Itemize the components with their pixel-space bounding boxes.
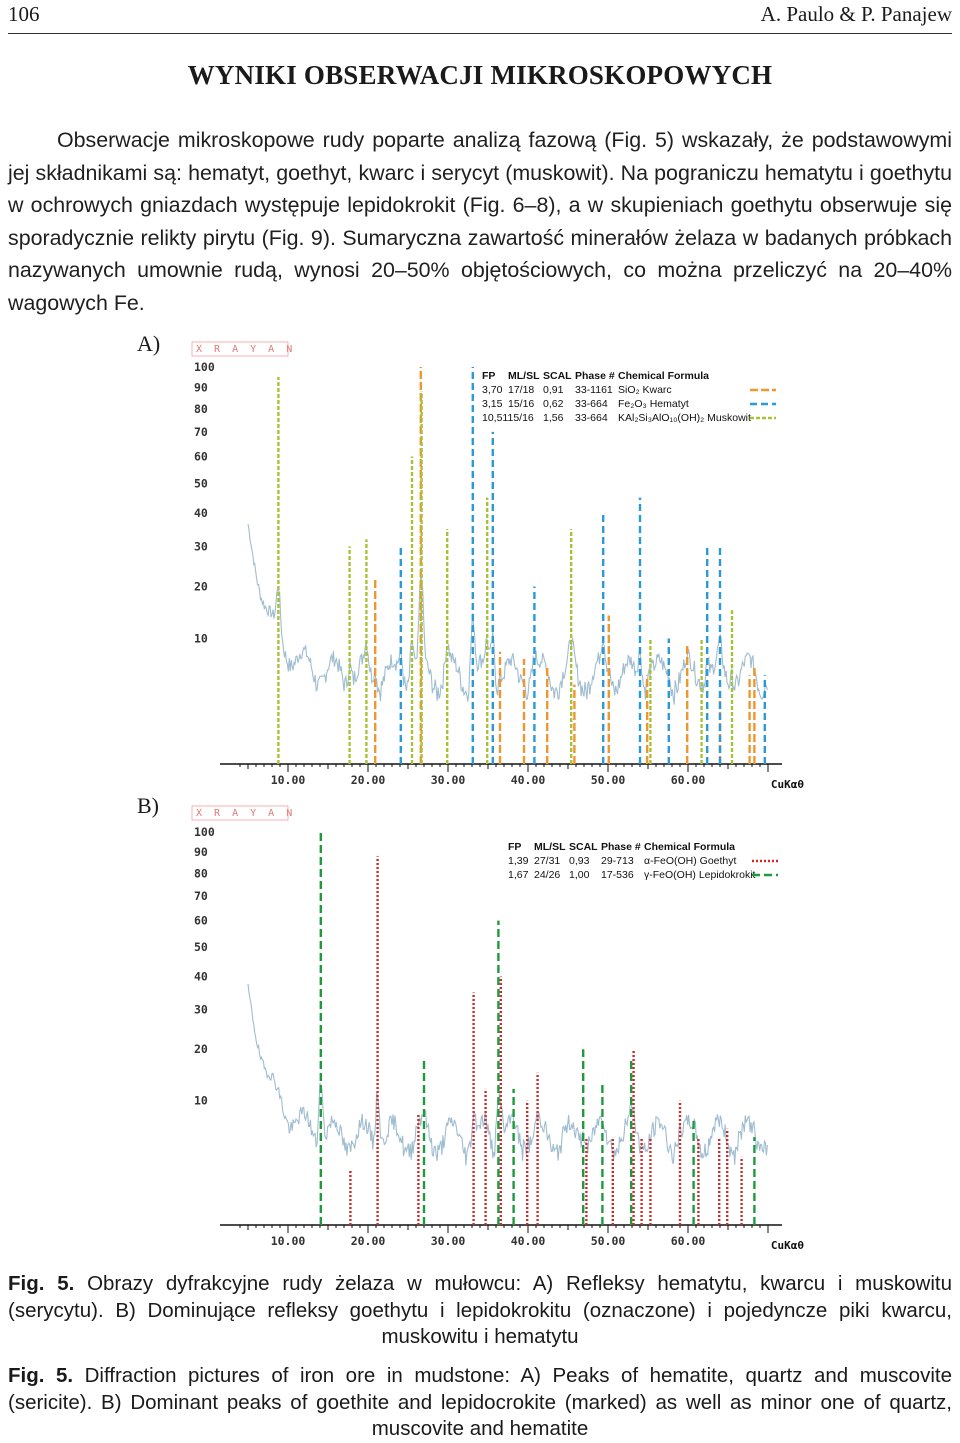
legend-mlsl: 15/16	[508, 398, 534, 410]
x-tick-label: 30.00	[431, 1234, 466, 1248]
legend-fp: 3,70	[482, 384, 503, 396]
y-tick-label: 80	[194, 402, 208, 416]
legend-formula: SiO₂ Kwarc	[618, 384, 672, 396]
legend-formula: Fe₂O₃ Hematyt	[618, 398, 689, 410]
legend-header: ML/SL	[508, 370, 540, 382]
y-tick-label: 60	[194, 914, 208, 928]
y-tick-label: 30	[194, 540, 208, 554]
legend-mlsl: 17/18	[508, 384, 534, 396]
legend-formula: KAl₂Si₃AlO₁₀(OH)₂ Muskowit	[618, 412, 751, 424]
legend-box	[474, 365, 792, 431]
legend-phase: 33-664	[575, 398, 608, 410]
page-number: 106	[8, 2, 40, 26]
legend-fp: 10,5115/16	[482, 412, 534, 424]
section-title: WYNIKI OBSERWACJI MIKROSKOPOWYCH	[187, 60, 773, 90]
legend-header: Phase #	[575, 370, 615, 382]
x-tick-label: 60.00	[671, 773, 706, 787]
legend-mlsl: 27/31	[534, 855, 560, 867]
legend-scal: 0,91	[543, 384, 564, 396]
watermark-text: X R A Y A N	[196, 344, 295, 355]
caption-polish: Fig. 5. Obrazy dyfrakcyjne rudy żelaza w…	[8, 1271, 952, 1351]
legend-header: Chemical Formula	[644, 841, 735, 853]
legend-scal: 1,00	[569, 869, 590, 881]
legend-formula: α-FeO(OH) Goethyt	[644, 855, 737, 867]
y-tick-label: 10	[194, 1094, 208, 1108]
caption-polish-text: Obrazy dyfrakcyjne rudy żelaza w mułowcu…	[8, 1272, 952, 1348]
legend-phase: 29-713	[601, 855, 634, 867]
caption-english-label: Fig. 5.	[8, 1364, 74, 1387]
legend-header: Chemical Formula	[618, 370, 709, 382]
y-tick-label: 40	[194, 969, 208, 983]
y-tick-label: 40	[194, 506, 208, 520]
running-head-authors: A. Paulo & P. Panajew	[760, 2, 952, 26]
caption-polish-label: Fig. 5.	[8, 1272, 75, 1295]
radiation-label: CuKαθ	[771, 1239, 804, 1252]
y-tick-label: 90	[194, 845, 208, 859]
legend-header: Phase #	[601, 841, 641, 853]
xrd-chart-b: X R A Y A N 100 90 80 70 60 50 40 30 20 10 10.00 20.…	[186, 800, 818, 1258]
x-tick-label: 40.00	[511, 1234, 546, 1248]
legend-phase: 17-536	[601, 869, 634, 881]
radiation-label: CuKαθ	[771, 778, 804, 791]
header-rule	[8, 33, 952, 34]
legend-header: FP	[508, 841, 521, 853]
y-tick-label: 70	[194, 425, 208, 439]
body-paragraph: Obserwacje mikroskopowe rudy poparte ana…	[8, 128, 952, 315]
x-tick-label: 30.00	[431, 773, 466, 787]
legend-phase: 33-664	[575, 412, 608, 424]
legend-fp: 3,15	[482, 398, 503, 410]
panel-b-label: B)	[137, 793, 159, 818]
y-tick-label: 60	[194, 449, 208, 463]
legend-formula: γ-FeO(OH) Lepidokrokit	[644, 869, 756, 881]
caption-english: Fig. 5. Diffraction pictures of iron ore…	[8, 1363, 952, 1443]
legend-header: SCAL	[543, 370, 572, 382]
x-tick-label: 20.00	[351, 773, 386, 787]
x-tick-label: 60.00	[671, 1234, 706, 1248]
panel-a-label: A)	[137, 331, 161, 356]
legend-scal: 1,56	[543, 412, 564, 424]
y-tick-label: 20	[194, 579, 208, 593]
watermark-frame	[191, 341, 289, 357]
caption-english-text: Diffraction pictures of iron ore in muds…	[8, 1364, 952, 1440]
legend-fp: 1,39	[508, 855, 529, 867]
y-tick-label: 10	[194, 631, 208, 645]
watermark-frame	[191, 805, 289, 821]
y-tick-label: 90	[194, 380, 208, 394]
legend-header: SCAL	[569, 841, 598, 853]
y-tick-label: 30	[194, 1003, 208, 1017]
y-tick-label: 50	[194, 940, 208, 954]
legend-header: ML/SL	[534, 841, 566, 853]
x-tick-label: 10.00	[271, 1234, 306, 1248]
y-tick-label: 100	[194, 360, 215, 374]
y-tick-label: 80	[194, 866, 208, 880]
y-tick-label: 50	[194, 476, 208, 490]
y-tick-label: 100	[194, 825, 215, 839]
x-tick-label: 50.00	[591, 1234, 626, 1248]
x-tick-label: 40.00	[511, 773, 546, 787]
legend-scal: 0,62	[543, 398, 564, 410]
x-tick-label: 10.00	[271, 773, 306, 787]
legend-box	[500, 836, 790, 890]
xrd-chart-a: X R A Y A N 100 90 80 70 60 50 40 30 20 10 10.00 20.…	[186, 336, 818, 796]
legend-phase: 33-1161	[575, 384, 613, 396]
page-header: 106 A. Paulo & P. Panajew	[8, 2, 952, 30]
watermark-text: X R A Y A N	[196, 808, 295, 819]
x-tick-label: 50.00	[591, 773, 626, 787]
x-tick-label: 20.00	[351, 1234, 386, 1248]
legend-scal: 0,93	[569, 855, 590, 867]
y-tick-label: 20	[194, 1042, 208, 1056]
y-tick-label: 70	[194, 889, 208, 903]
legend-header: FP	[482, 370, 495, 382]
legend-mlsl: 24/26	[534, 869, 560, 881]
legend-fp: 1,67	[508, 869, 529, 881]
diffraction-trace	[247, 524, 768, 705]
